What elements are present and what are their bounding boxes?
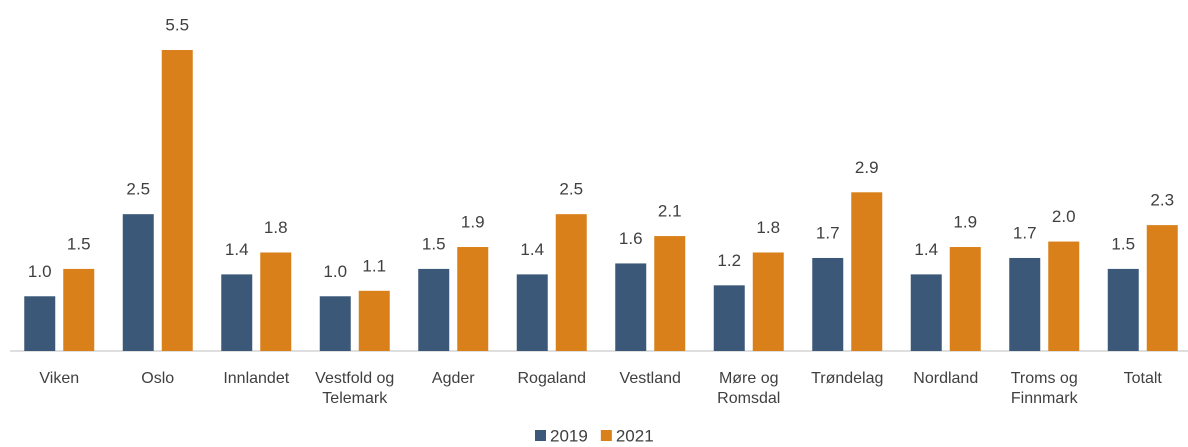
bar [1048,241,1080,351]
bar [949,247,981,351]
value-label: 1.0 [28,262,52,281]
bar [161,50,193,351]
value-label: 1.7 [816,223,840,242]
x-tick-label: Vestfold og Telemark [315,370,395,407]
bar [615,263,647,351]
bar [812,257,844,351]
x-tick-label: Viken [39,370,80,387]
bar [319,296,351,351]
value-label: 2.5 [126,180,150,199]
bar [457,247,489,351]
legend-swatch [535,430,546,441]
value-label: 2.3 [1150,191,1174,210]
bar [1009,257,1041,351]
value-label: 1.8 [756,218,780,237]
bar [516,274,548,351]
value-label: 1.8 [264,218,288,237]
x-tick-label: Troms og Finnmark [1010,370,1078,407]
bar [910,274,942,351]
value-label: 5.5 [165,15,189,34]
x-tick-label: Innlandet [223,370,290,387]
value-label: 1.9 [953,213,977,232]
value-label: 2.9 [855,158,879,177]
bar [752,252,784,351]
legend-swatch [600,430,612,441]
bar [713,285,745,351]
bar [358,290,390,351]
x-tick-label: Agder [431,370,475,387]
x-tick-label: Rogaland [517,370,587,387]
x-tick-label: Trøndelag [811,370,884,387]
legend-label: 2019 [550,426,588,445]
x-tick-label: Møre og Romsdal [717,370,781,407]
x-tick-label: Oslo [141,370,175,387]
value-label: 1.5 [67,234,91,253]
value-label: 1.4 [914,240,938,259]
x-tick-label: Totalt [1123,370,1162,387]
value-label: 2.1 [658,202,682,221]
value-label: 1.4 [225,240,249,259]
bar [122,214,154,351]
bar [1107,268,1139,351]
value-label: 1.2 [717,251,741,270]
bar [221,274,253,351]
bar [260,252,292,351]
value-label: 2.0 [1052,207,1076,226]
bar [63,268,95,351]
value-label: 1.5 [1111,234,1135,253]
bar [418,268,450,351]
bar [1146,225,1178,351]
bar [851,192,883,351]
value-label: 1.9 [461,213,485,232]
value-label: 1.0 [323,262,347,281]
value-label: 1.6 [619,229,643,248]
value-label: 1.7 [1013,223,1037,242]
bar [555,214,587,351]
value-label: 1.1 [362,256,386,275]
value-label: 1.4 [520,240,544,259]
value-label: 1.5 [422,234,446,253]
x-tick-label: Nordland [913,370,979,387]
bar [24,296,56,351]
legend-label: 2021 [616,426,654,445]
bar [654,236,686,351]
value-label: 2.5 [559,180,583,199]
x-tick-label: Vestland [619,370,681,387]
